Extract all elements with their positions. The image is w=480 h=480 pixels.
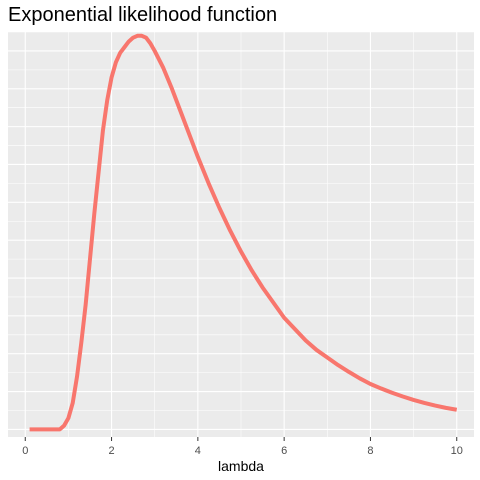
x-tick-label: 0 [22,445,28,457]
likelihood-curve [29,33,458,432]
x-axis-title: lambda [218,458,264,474]
x-tick-label: 6 [281,445,287,457]
chart-title: Exponential likelihood function [8,4,278,26]
x-tick-label: 2 [108,445,114,457]
major-gridlines [8,32,474,437]
x-tick-label: 4 [195,445,201,457]
x-axis-ticks: 0 2 4 6 8 10 [22,437,463,457]
x-tick-label: 8 [367,445,373,457]
series-layer [29,33,458,432]
x-tick-label: 10 [451,445,463,457]
